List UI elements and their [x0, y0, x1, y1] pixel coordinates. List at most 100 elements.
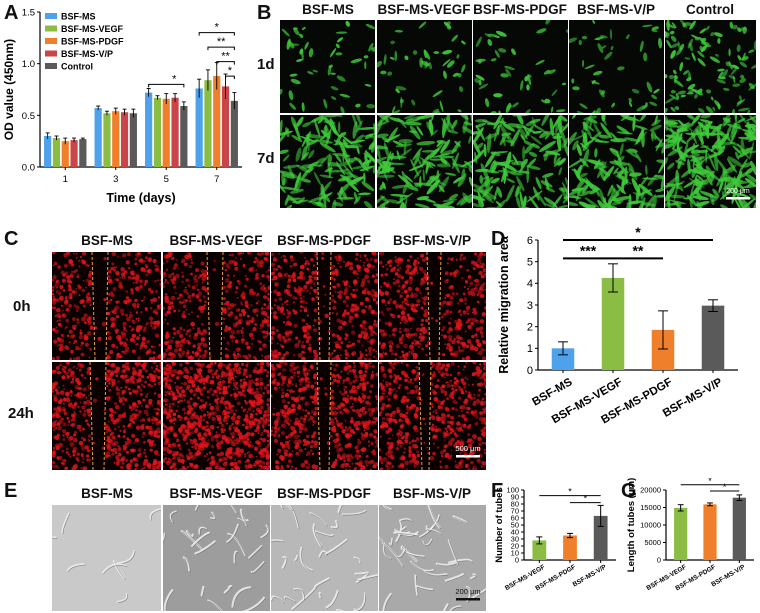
cell: [153, 407, 157, 411]
cell: [210, 444, 215, 449]
cell: [298, 426, 304, 431]
cell: [241, 327, 244, 330]
cell: [203, 432, 208, 437]
cell: [484, 288, 486, 291]
cell: [322, 305, 326, 308]
cell: [280, 88, 283, 95]
cell: [495, 200, 503, 207]
cell: [661, 142, 664, 154]
cell: [206, 396, 210, 399]
cell: [187, 328, 192, 333]
cell: [68, 432, 70, 434]
cell: [350, 388, 354, 391]
cell: [300, 275, 306, 281]
cell: [134, 298, 138, 303]
cell: [407, 286, 413, 292]
c-header-vp: BSF-MS-V/P: [392, 233, 471, 248]
cell: [87, 434, 92, 438]
cell: [666, 182, 681, 190]
cell: [119, 465, 124, 470]
cell: [170, 278, 175, 283]
cell: [143, 298, 146, 301]
cell: [532, 123, 549, 135]
cell: [335, 363, 339, 367]
cell: [171, 402, 175, 406]
cell: [62, 438, 66, 441]
cell: [194, 414, 199, 420]
cell: [292, 279, 297, 283]
panel-label-f: F: [491, 480, 504, 502]
cell: [266, 429, 270, 434]
cell: [321, 252, 324, 255]
cell: [179, 430, 183, 434]
cell: [124, 385, 128, 389]
cell: [130, 291, 135, 295]
cell: [261, 437, 267, 443]
cell: [182, 328, 186, 332]
cell: [188, 299, 192, 303]
cell: [311, 434, 315, 439]
cell: [306, 434, 310, 439]
cell: [575, 164, 584, 176]
cell: [172, 327, 176, 331]
cell: [257, 300, 260, 303]
cell: [340, 422, 343, 425]
cell: [503, 166, 507, 184]
cell: [186, 420, 191, 425]
cell: [484, 33, 492, 38]
cell: [71, 290, 76, 294]
cell: [223, 302, 226, 306]
cell: [157, 381, 161, 386]
cell: [601, 115, 606, 122]
cell: [307, 139, 319, 146]
cell: [389, 313, 393, 317]
cell: [260, 252, 265, 256]
cell: [153, 374, 158, 378]
cell: [257, 441, 261, 445]
cell: [225, 422, 229, 425]
cell: [307, 161, 319, 169]
cell: [722, 168, 735, 174]
cell: [208, 354, 212, 358]
cell: [183, 415, 189, 421]
cell: [218, 421, 223, 425]
cell: [154, 267, 159, 272]
cell: [396, 150, 401, 161]
cell: [231, 340, 234, 343]
cell: [680, 94, 686, 98]
cell: [403, 198, 408, 208]
cell: [118, 396, 121, 399]
cell: [572, 140, 579, 151]
cell: [391, 333, 395, 337]
cell: [598, 134, 610, 139]
cell: [132, 380, 136, 384]
cell: [744, 177, 756, 187]
cell: [291, 362, 296, 365]
cell: [297, 395, 301, 398]
cell: [280, 375, 285, 380]
cell: [603, 165, 615, 181]
cell: [192, 402, 198, 407]
cell: [283, 164, 299, 169]
cell: [281, 388, 284, 392]
cell: [129, 461, 133, 464]
cell: [191, 311, 193, 314]
cell: [687, 158, 691, 175]
cell: [271, 350, 275, 354]
cell: [230, 441, 235, 446]
cell: [173, 422, 176, 425]
cell: [690, 130, 697, 145]
cell: [145, 404, 150, 409]
cell: [423, 312, 428, 318]
cell: [281, 28, 290, 37]
cell: [78, 265, 81, 268]
cell: [242, 355, 245, 358]
cell: [353, 191, 358, 202]
cell: [81, 446, 86, 451]
cell: [164, 341, 168, 345]
cell: [293, 353, 296, 357]
cell: [126, 466, 130, 470]
cell: [399, 148, 412, 158]
cell: [304, 401, 310, 407]
cell: [287, 337, 291, 342]
